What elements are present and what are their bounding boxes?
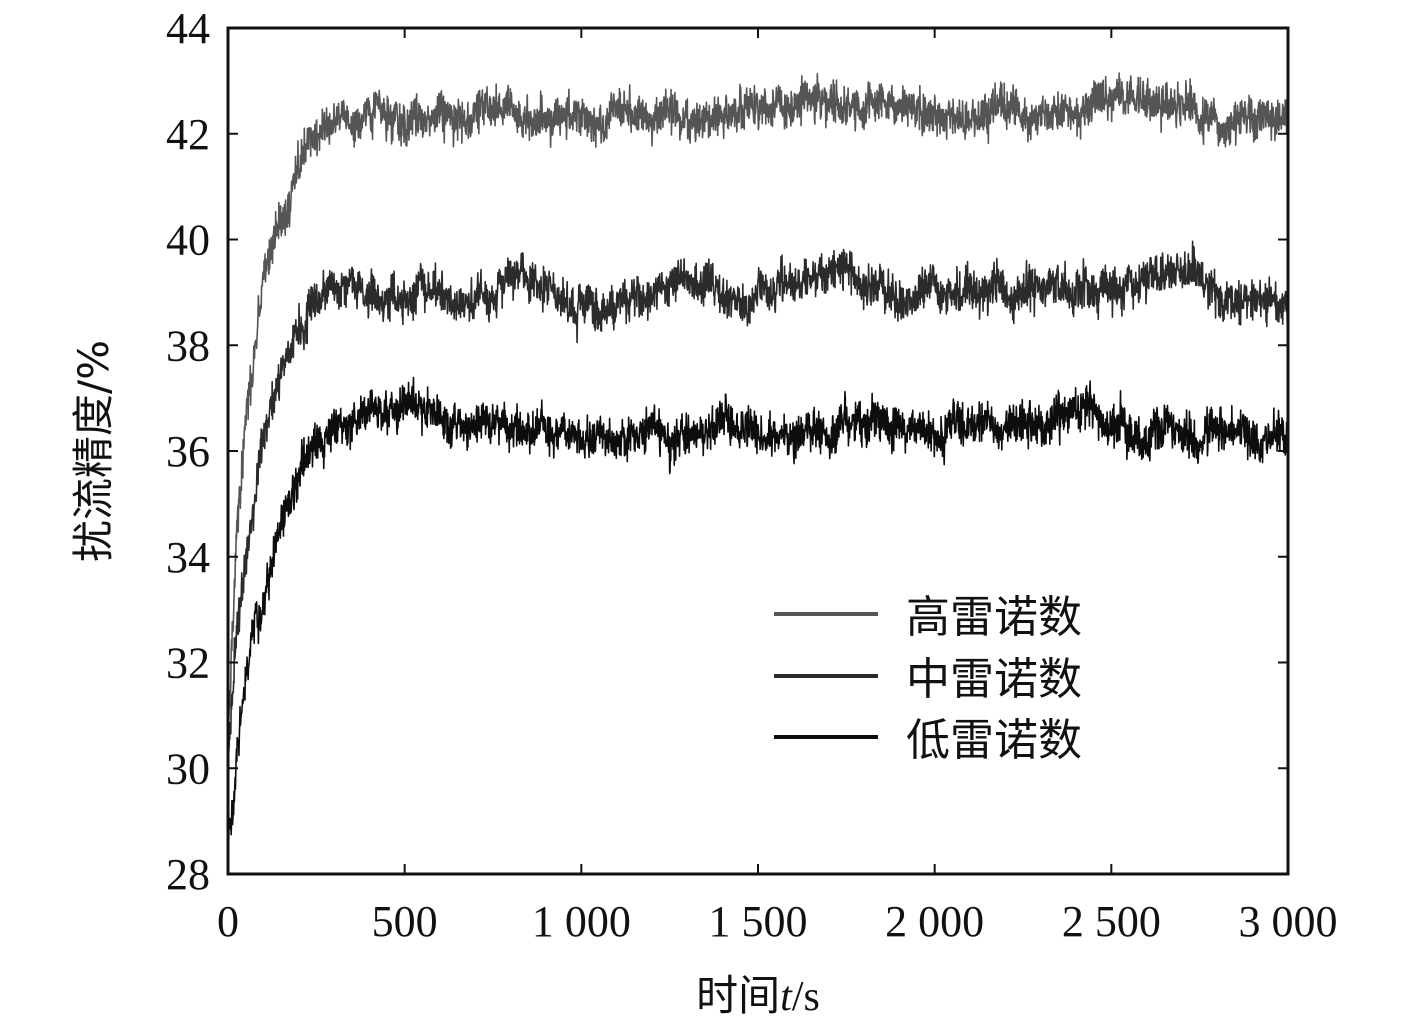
- y-tick-label-2: 32: [166, 639, 210, 688]
- y-tick-label-4: 36: [166, 427, 210, 476]
- y-tick-labels: 28 30 32 34 36 38 40 42 44: [166, 4, 210, 899]
- x-axis-label-var: t: [780, 974, 793, 1020]
- y-tick-label-0: 28: [166, 850, 210, 899]
- x-tick-label-6: 3 000: [1239, 897, 1338, 946]
- y-tick-label-3: 34: [166, 533, 210, 582]
- x-axis-label-unit: /s: [792, 974, 820, 1020]
- x-tick-label-2: 1 000: [532, 897, 631, 946]
- legend-label-1: 中雷诺数: [906, 654, 1082, 705]
- series-line-0: [227, 72, 1289, 746]
- x-axis-label: 时间t/s: [696, 971, 820, 1020]
- x-tick-label-5: 2 500: [1062, 897, 1161, 946]
- y-tick-label-6: 40: [166, 216, 210, 265]
- legend-label-2: 低雷诺数: [906, 715, 1082, 766]
- ticks-layer: [227, 27, 1289, 875]
- x-axis-label-prefix: 时间: [696, 971, 780, 1020]
- x-tick-label-4: 2 000: [885, 897, 984, 946]
- y-tick-label-8: 44: [166, 4, 210, 53]
- y-tick-label-7: 42: [166, 110, 210, 159]
- y-tick-label-1: 30: [166, 744, 210, 793]
- series-layer: [227, 72, 1289, 862]
- y-tick-label-5: 38: [166, 321, 210, 370]
- x-tick-label-0: 0: [217, 897, 239, 946]
- x-tick-label-1: 500: [372, 897, 438, 946]
- x-tick-label-3: 1 500: [709, 897, 808, 946]
- series-line-1: [227, 240, 1289, 771]
- y-axis-label: 扰流精度/%: [69, 340, 118, 562]
- series-line-2: [227, 376, 1289, 862]
- x-tick-labels: 0 500 1 000 1 500 2 000 2 500 3 000: [217, 897, 1338, 946]
- legend: 高雷诺数 中雷诺数 低雷诺数: [774, 592, 1082, 766]
- legend-label-0: 高雷诺数: [906, 592, 1082, 643]
